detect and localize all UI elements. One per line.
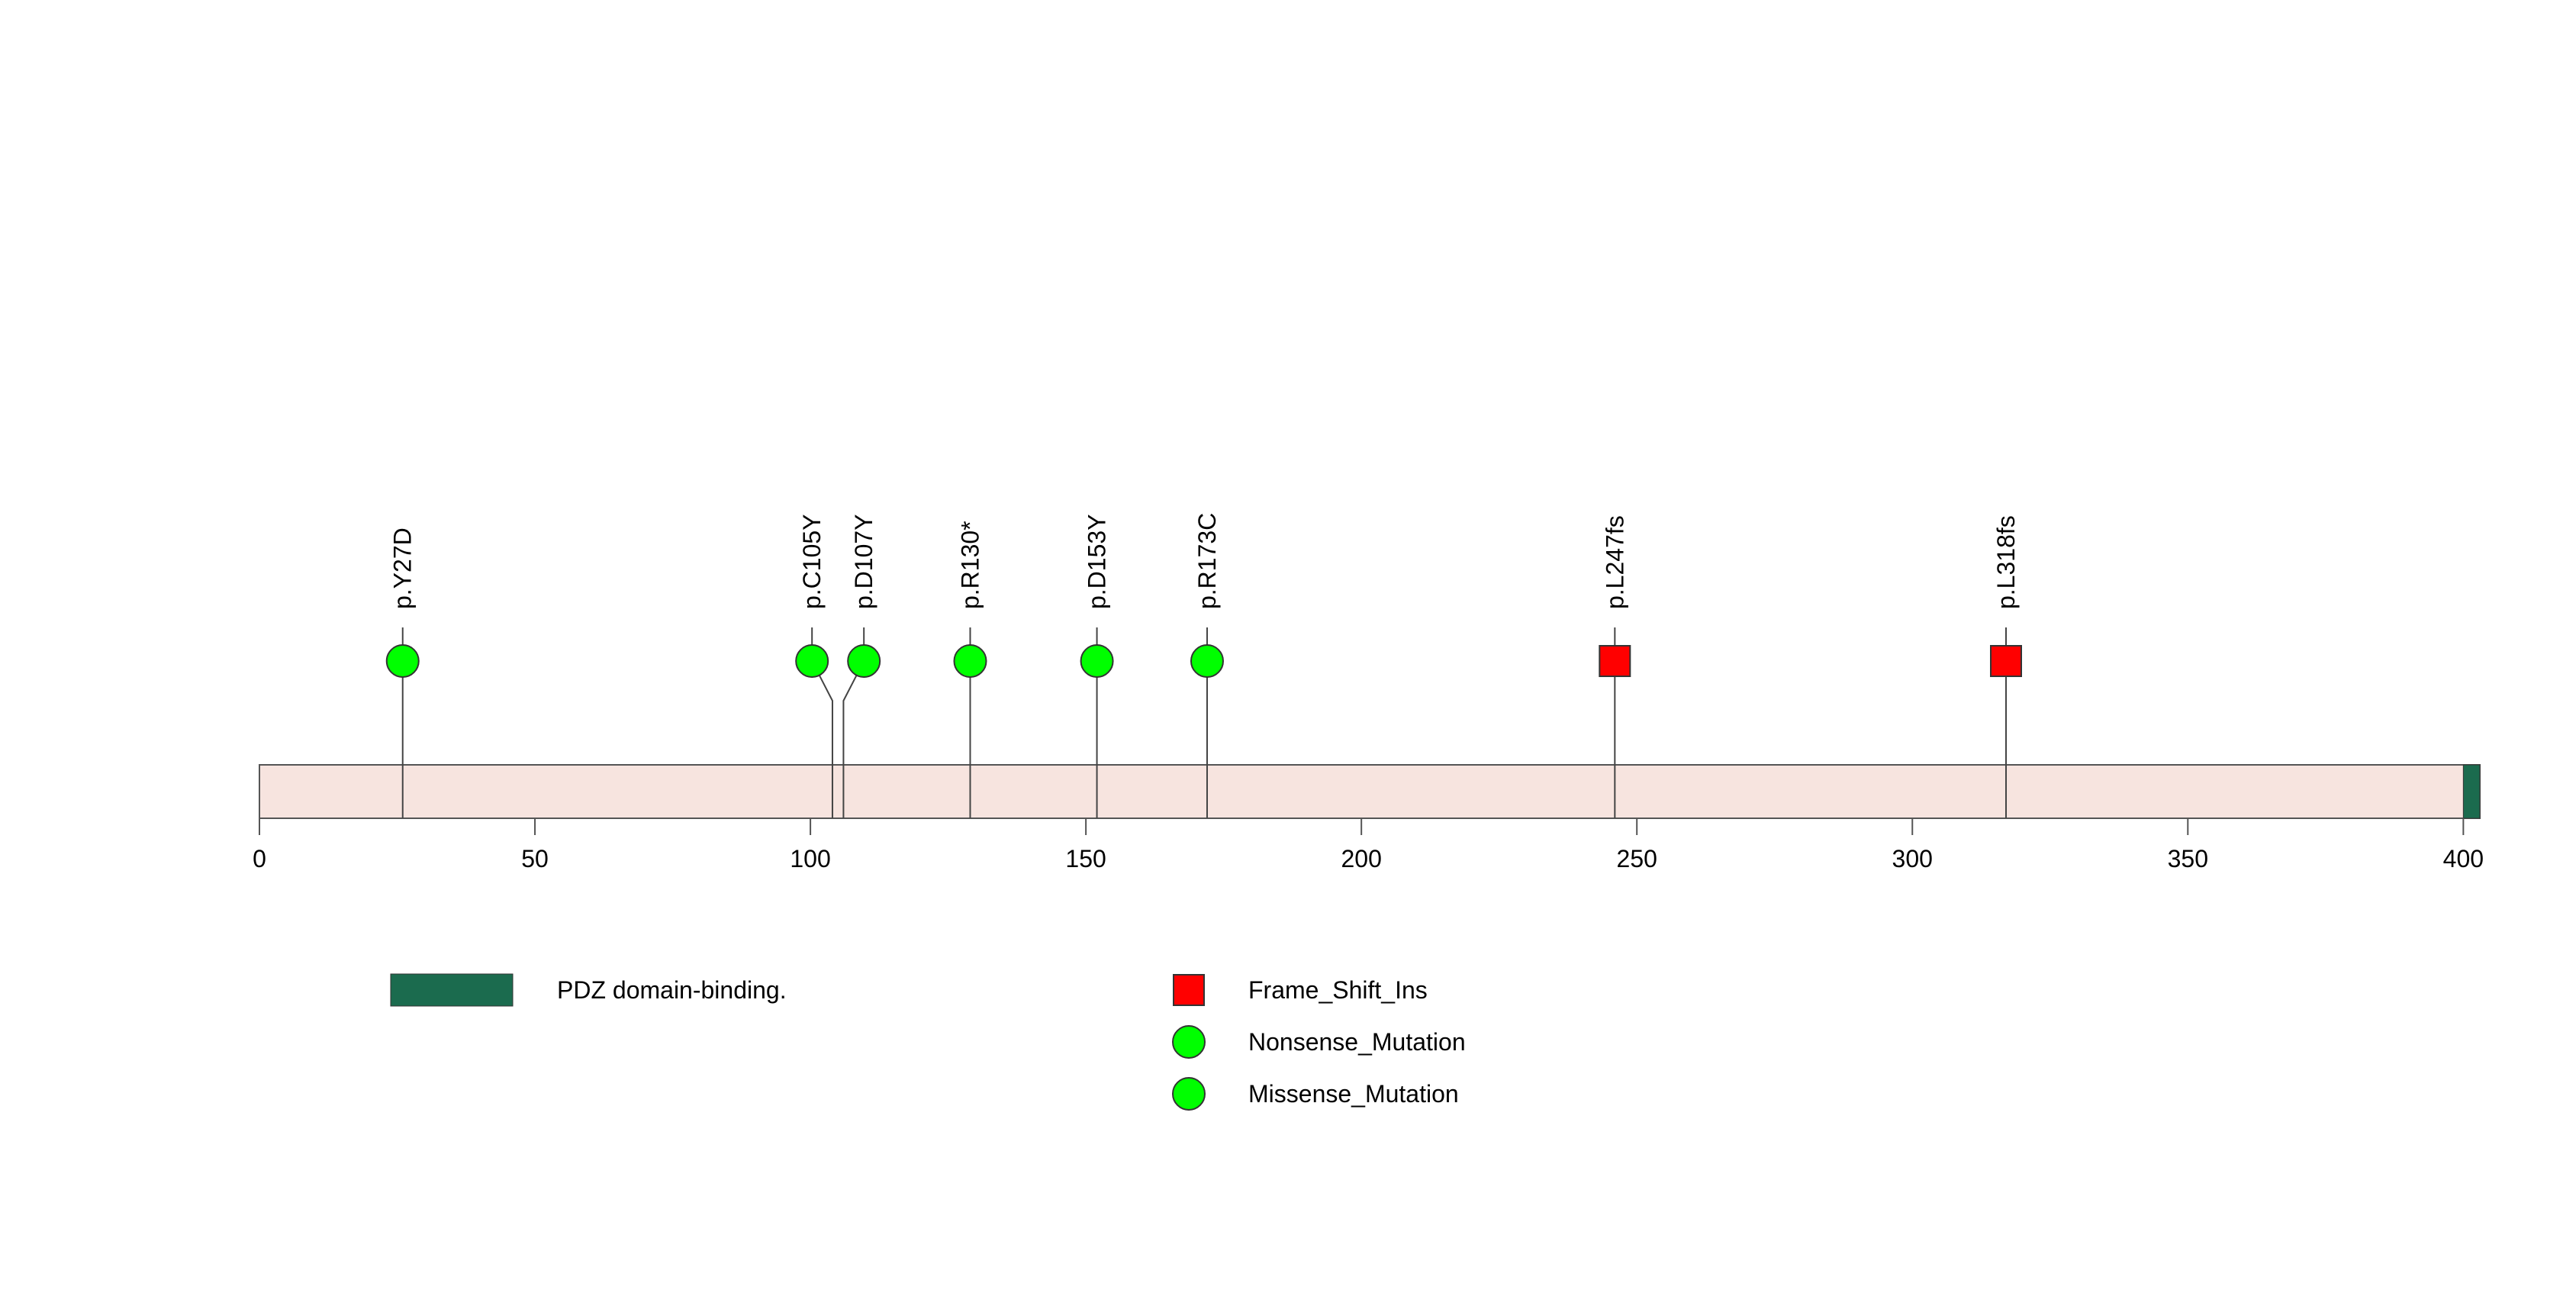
mutation-label: p.R130* [956,521,984,609]
mutation-label: p.L318fs [1992,515,2020,609]
legend-circle-marker [1172,1025,1206,1059]
mutation-head-circle [847,644,881,678]
x-tick-label-250: 250 [1617,845,1657,872]
legend-domain-label: PDZ domain-binding. [557,976,787,1004]
mutation-head-square [1599,645,1631,677]
mutation-head-circle [795,644,829,678]
mutation-head-circle [1080,644,1114,678]
x-tick-label-100: 100 [790,845,830,872]
mutation-p.D107Y: p.D107Y [842,514,881,818]
mutation-p.L247fs: p.L247fs [1599,515,1631,818]
mutation-p.L318fs: p.L318fs [1990,515,2023,818]
legend-mutation-label: Nonsense_Mutation [1248,1028,1466,1056]
legend: PDZ domain-binding. Frame_Shift_Ins Nonsen… [390,973,1466,1111]
x-tick-label-300: 300 [1892,845,1933,872]
mutation-label: p.D153Y [1084,514,1111,609]
legend-domain-swatch [390,973,514,1007]
x-tick-label-0: 0 [253,845,266,872]
protein-track [259,764,2481,819]
legend-mutation-label: Missense_Mutation [1248,1080,1459,1108]
domain-0 [2462,764,2481,819]
x-axis: 0 50 100 150 200 250 300 350 400 [253,818,2484,872]
mutation-p.D153Y: p.D153Y [1080,514,1114,818]
mutation-label: p.C105Y [798,514,826,609]
mutation-head-circle [953,644,987,678]
mutation-lollipops: p.Y27D p.C105Y p.D107Y p.R130* p.D153Y p.R173… [385,513,2023,818]
mutation-p.Y27D: p.Y27D [385,527,420,818]
mutation-head-square [1990,645,2023,677]
mutation-head-circle [385,644,420,678]
mutation-label: p.L247fs [1601,515,1628,609]
x-tick-label-350: 350 [2168,845,2208,872]
mutation-p.R130*: p.R130* [953,521,987,818]
x-tick-label-50: 50 [521,845,549,872]
legend-circle-marker [1172,1077,1206,1111]
mutation-label: p.Y27D [389,527,417,609]
legend-mutation-label: Frame_Shift_Ins [1248,976,1428,1004]
mutation-p.C105Y: p.C105Y [795,514,833,818]
mutation-head-circle [1190,644,1224,678]
legend-square-marker [1173,974,1205,1006]
protein-backbone [259,764,2481,819]
x-tick-label-400: 400 [2443,845,2484,872]
x-tick-label-150: 150 [1065,845,1106,872]
mutation-p.R173C: p.R173C [1190,513,1224,818]
mutation-label: p.D107Y [850,514,877,609]
mutation-label: p.R173C [1193,513,1221,609]
x-tick-label-200: 200 [1341,845,1381,872]
